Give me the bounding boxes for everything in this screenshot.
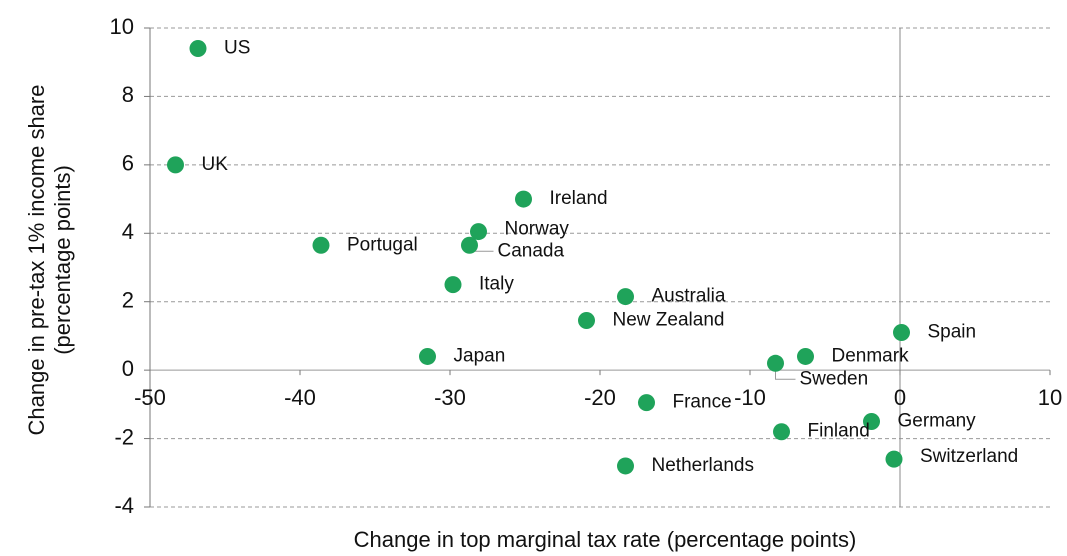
point [444, 276, 462, 294]
x-tick-label: -50 [134, 385, 166, 410]
x-tick-label: -20 [584, 385, 616, 410]
point [617, 288, 634, 306]
point-label: Germany [898, 410, 977, 431]
point [515, 190, 532, 208]
point [767, 354, 784, 372]
point-label: UK [202, 154, 229, 175]
x-tick-label: -40 [284, 385, 316, 410]
x-tick-label: -30 [434, 385, 466, 410]
x-tick-label: -10 [734, 385, 766, 410]
point-label: US [224, 38, 250, 59]
y-tick-label: 8 [122, 82, 134, 107]
x-tick-label: 0 [894, 385, 906, 410]
y-tick-label: -4 [114, 493, 134, 518]
point [885, 450, 903, 468]
y-tick-label: 0 [122, 356, 134, 381]
point [461, 236, 478, 254]
x-axis-title: Change in top marginal tax rate (percent… [354, 527, 857, 552]
point-label: France [673, 392, 732, 413]
point [893, 324, 910, 342]
point-label: Ireland [550, 188, 608, 209]
point-label: Portugal [347, 234, 418, 255]
y-tick-label: -2 [114, 424, 134, 449]
x-tick-label: 10 [1038, 385, 1062, 410]
point [863, 412, 880, 430]
point [167, 156, 184, 174]
point [638, 394, 655, 412]
point [578, 312, 595, 330]
point [189, 40, 207, 58]
point [773, 423, 790, 441]
point [617, 457, 634, 475]
point-label: Japan [454, 345, 506, 366]
point-label: Canada [498, 240, 565, 261]
point-label: Australia [652, 286, 726, 307]
point-label: Denmark [832, 345, 910, 366]
y-axis-title: (percentage points) [50, 165, 75, 355]
point-label: Spain [928, 322, 977, 343]
y-tick-label: 10 [110, 14, 134, 39]
point-label: Switzerland [920, 446, 1018, 467]
point [470, 223, 487, 241]
point-label: Sweden [800, 368, 869, 389]
point-label: Netherlands [652, 455, 754, 476]
y-tick-label: 6 [122, 151, 134, 176]
y-tick-label: 4 [122, 219, 134, 244]
point [419, 347, 436, 365]
y-tick-label: 2 [122, 288, 134, 313]
point-label: Finland [808, 421, 870, 442]
point-label: New Zealand [613, 310, 725, 331]
point-label: Italy [479, 274, 514, 295]
point [797, 347, 814, 365]
point [312, 236, 330, 254]
y-axis-title: Change in pre-tax 1% income share [24, 85, 49, 436]
point-label: Norway [505, 219, 570, 240]
